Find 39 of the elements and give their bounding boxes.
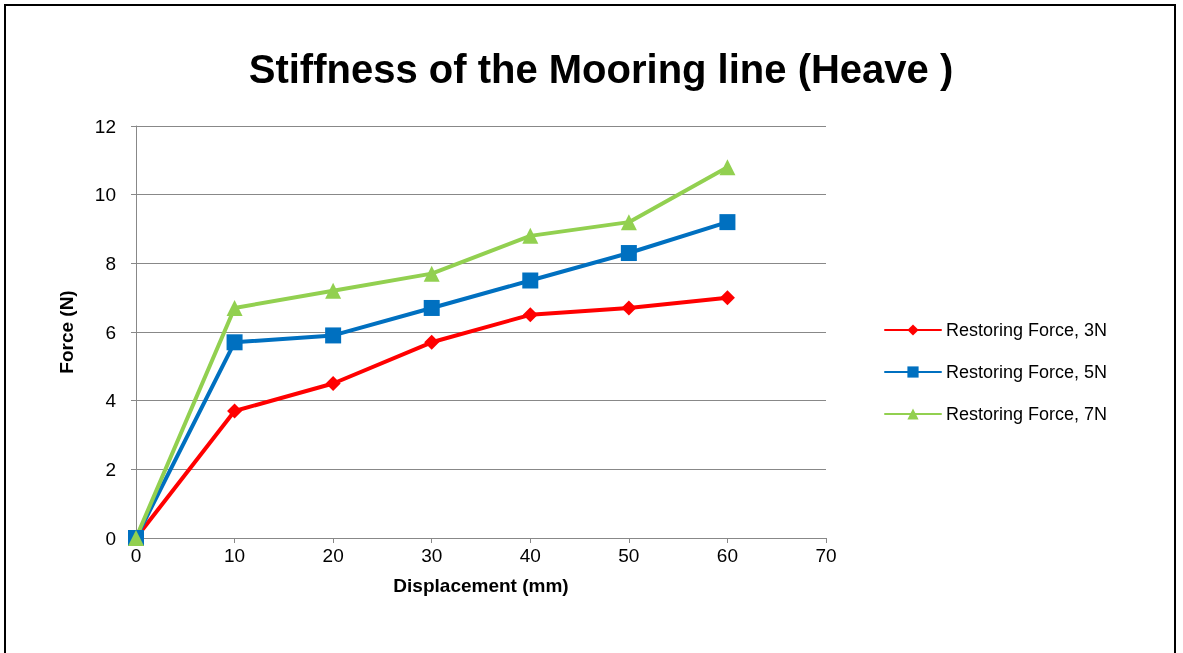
point: [423, 299, 440, 316]
point: [620, 214, 637, 231]
x-tick-label: 50: [618, 545, 640, 566]
point: [226, 299, 243, 316]
point: [522, 307, 538, 323]
point: [424, 334, 440, 350]
legend-label: Restoring Force, 3N: [946, 320, 1108, 340]
chart-title: Stiffness of the Mooring line (Heave ): [248, 47, 954, 91]
point: [621, 300, 637, 316]
point: [620, 245, 637, 262]
point: [719, 214, 736, 231]
point: [719, 290, 735, 306]
x-tick-label: 60: [716, 545, 738, 566]
legend-label: Restoring Force, 5N: [946, 362, 1108, 382]
y-tick-label: 6: [105, 321, 116, 343]
x-tick-label: 70: [815, 545, 837, 566]
legend-label: Restoring Force, 7N: [946, 404, 1108, 424]
y-tick-label: 0: [105, 527, 116, 549]
y-axis-title: Force (N): [56, 290, 77, 374]
y-tick-label: 8: [105, 252, 116, 274]
point: [522, 272, 539, 289]
x-axis-title: Displacement (mm): [393, 575, 569, 596]
x-tick-label: 0: [130, 545, 142, 566]
point: [522, 227, 539, 244]
point: [325, 327, 342, 344]
y-tick-label: 4: [105, 390, 117, 412]
point: [226, 334, 243, 351]
x-tick-label: 20: [322, 545, 344, 566]
point: [719, 159, 736, 176]
x-tick-label: 40: [519, 545, 541, 566]
x-tick-label: 10: [224, 545, 246, 566]
point: [227, 403, 243, 419]
y-tick-label: 12: [94, 115, 116, 137]
x-tick-label: 30: [421, 545, 443, 566]
point: [325, 376, 341, 391]
point: [423, 265, 440, 282]
point: [325, 282, 342, 299]
y-tick-label: 2: [105, 458, 116, 480]
y-tick-label: 10: [94, 184, 116, 206]
